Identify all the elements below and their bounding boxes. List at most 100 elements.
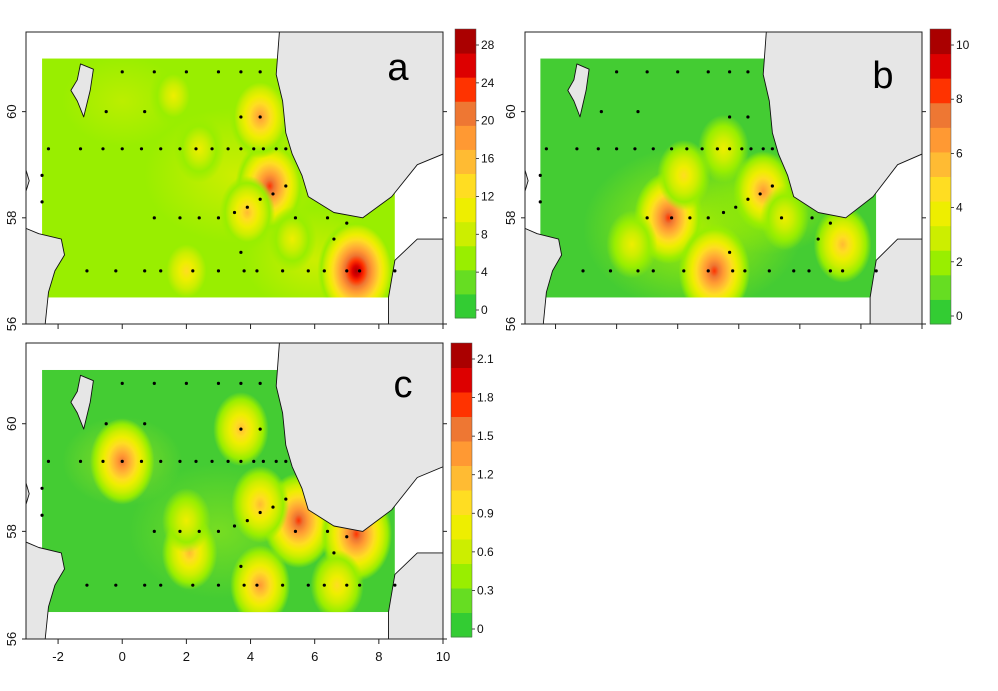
sampling-station — [101, 147, 105, 151]
sampling-station — [271, 192, 275, 196]
colorbar: 0 2 4 6 8 10 — [929, 28, 970, 325]
concentration-hotspot — [678, 223, 750, 298]
sampling-station — [715, 147, 719, 151]
norway-land — [275, 32, 443, 219]
sampling-station — [293, 529, 298, 533]
sampling-station — [216, 216, 221, 220]
sampling-station — [688, 216, 692, 220]
colorbar-swatch — [930, 225, 951, 251]
sampling-station — [239, 381, 243, 385]
sampling-station — [332, 551, 336, 555]
sampling-station — [114, 583, 118, 587]
sampling-station — [393, 269, 397, 273]
sampling-station — [85, 583, 89, 587]
sampling-station — [255, 583, 259, 587]
denmark-land — [869, 238, 922, 324]
colorbar-swatch — [455, 29, 476, 54]
colorbar-swatch — [451, 343, 472, 368]
sampling-station — [345, 535, 349, 539]
sampling-station — [258, 427, 262, 431]
sampling-station — [143, 269, 147, 273]
sampling-station — [728, 147, 732, 151]
sampling-station — [78, 147, 83, 151]
sampling-station — [120, 381, 124, 385]
sampling-station — [139, 459, 144, 463]
sampling-station — [581, 269, 585, 273]
sampling-station — [152, 70, 156, 74]
sampling-station — [216, 381, 221, 385]
sampling-station — [743, 269, 747, 273]
sampling-station — [636, 269, 640, 273]
caithness-land — [525, 169, 529, 192]
sampling-station — [239, 147, 243, 151]
colorbar-swatch — [930, 151, 951, 177]
sampling-station — [345, 269, 349, 273]
map-panel-b: 56 58 60 b — [503, 31, 926, 331]
y-tick-label: 60 — [4, 104, 19, 118]
sampling-station — [46, 459, 51, 463]
colorbar-swatch — [930, 299, 951, 325]
sampling-station — [685, 147, 689, 151]
colorbar-tick-label: 12 — [481, 189, 495, 203]
colorbar-tick-label: 16 — [481, 152, 495, 166]
sampling-station — [226, 459, 230, 463]
sampling-station — [345, 583, 349, 587]
sampling-station — [746, 115, 750, 119]
sampling-station — [306, 583, 310, 587]
sampling-station — [792, 269, 796, 273]
sampling-station — [828, 221, 832, 225]
sampling-station — [284, 459, 288, 463]
sampling-station — [651, 269, 655, 273]
sampling-station — [191, 269, 195, 273]
sampling-station — [120, 147, 124, 151]
caithness-land — [26, 482, 30, 505]
y-tick-label: 56 — [4, 317, 19, 331]
colorbar-swatch — [930, 201, 951, 227]
sampling-station — [261, 147, 265, 151]
sampling-station — [216, 70, 221, 74]
x-tick-label: 10 — [436, 649, 450, 664]
sampling-station — [178, 147, 182, 151]
sampling-station — [239, 459, 243, 463]
sampling-station — [306, 269, 310, 273]
sampling-station — [810, 216, 814, 220]
panel-label: a — [387, 47, 409, 89]
colorbar-swatch — [930, 274, 951, 300]
x-tick-label: 8 — [375, 649, 382, 664]
colorbar-swatch — [455, 149, 476, 174]
shetland-land — [70, 63, 94, 118]
colorbar-tick-label: 10 — [956, 38, 970, 52]
scotland-land — [26, 541, 65, 639]
colorbar: 0 0.3 0.6 0.9 1.2 1.5 1.8 2.1 — [450, 342, 494, 638]
sampling-station — [345, 221, 349, 225]
sampling-station — [159, 147, 163, 151]
colorbar-swatch — [930, 250, 951, 276]
sampling-station — [232, 210, 237, 215]
sampling-station — [393, 583, 397, 587]
sampling-station — [252, 147, 256, 151]
sampling-station — [245, 519, 249, 523]
sampling-station — [152, 381, 156, 385]
colorbar-swatch — [455, 101, 476, 126]
y-tick-label: 58 — [4, 524, 19, 538]
sampling-station — [114, 269, 118, 273]
sampling-station — [143, 110, 147, 114]
sampling-station — [120, 459, 124, 463]
scotland-land — [525, 227, 563, 324]
colorbar-swatch — [451, 563, 472, 589]
sampling-station — [322, 269, 326, 273]
colorbar-swatch — [455, 197, 476, 223]
colorbar-swatch — [455, 125, 476, 150]
sampling-station — [232, 524, 237, 528]
sampling-station — [284, 497, 288, 501]
sampling-station — [538, 173, 542, 177]
colorbar-tick-label: 0 — [477, 622, 484, 636]
sampling-station — [770, 184, 774, 188]
concentration-hotspot — [760, 185, 809, 251]
colorbar-tick-label: 1.8 — [477, 391, 494, 405]
sampling-station — [728, 115, 732, 119]
sampling-station — [258, 510, 262, 515]
colorbar-swatch — [451, 539, 472, 564]
caithness-land — [26, 169, 30, 192]
colorbar-tick-label: 28 — [481, 38, 495, 52]
